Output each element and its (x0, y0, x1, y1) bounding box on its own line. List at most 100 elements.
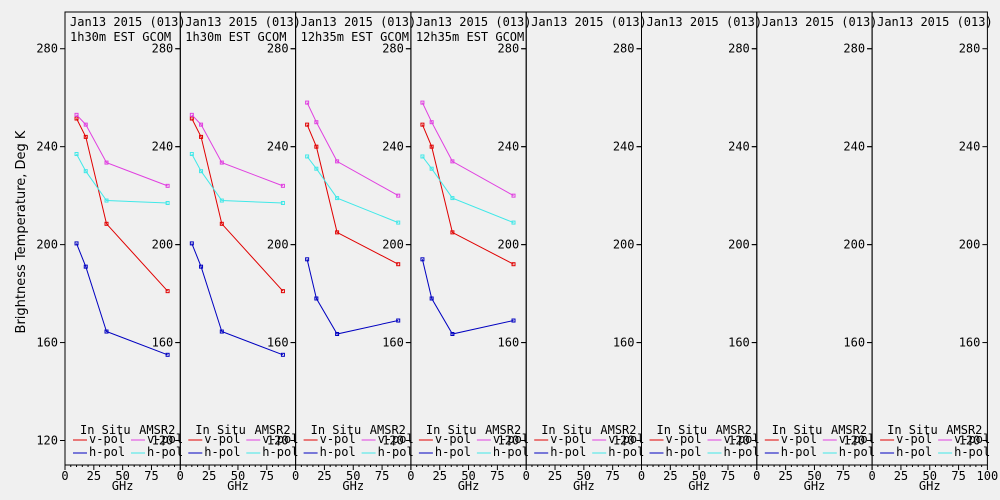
data-point-amsr2-v-pol (189, 112, 194, 117)
legend-header-amsr2: AMSR2 (485, 423, 521, 437)
y-tick-label: 160 (613, 336, 635, 350)
legend-label-amsr2: h-pol (147, 445, 183, 459)
legend-label-amsr2: v-pol (608, 432, 644, 446)
x-tick-label: 0 (407, 469, 414, 483)
y-tick-label: 280 (498, 42, 520, 56)
panel-title-line: 12h35m EST GCOM (416, 30, 524, 44)
legend-label-in-situ: v-pol (204, 432, 240, 446)
y-tick-label: 160 (728, 336, 750, 350)
legend-header-in-situ: In Situ (772, 423, 823, 437)
legend-label-amsr2: h-pol (839, 445, 875, 459)
panel-title-line: Jan13 2015 (013) (762, 15, 878, 29)
x-tick-label: 0 (177, 469, 184, 483)
legend-label-in-situ: v-pol (435, 432, 471, 446)
y-tick-label: 200 (498, 238, 520, 252)
y-tick-label: 240 (613, 140, 635, 154)
y-tick-label: 240 (843, 140, 865, 154)
x-tick-label: 25 (548, 469, 562, 483)
series-line-amsr2-h-pol (306, 156, 399, 224)
y-tick-label: 200 (267, 238, 289, 252)
data-point-amsr2-h-pol (104, 198, 109, 203)
data-point-in-situ-h-pol (165, 352, 170, 357)
data-point-in-situ-v-pol (429, 144, 434, 149)
legend-label-in-situ: h-pol (435, 445, 471, 459)
y-tick-label: 120 (498, 434, 520, 448)
legend-label-amsr2: v-pol (954, 432, 990, 446)
series-line-in-situ-v-pol (421, 124, 514, 265)
x-axis-label: GHz (573, 479, 595, 493)
data-point-amsr2-h-pol (396, 220, 401, 225)
x-tick-label: 50 (461, 469, 475, 483)
data-point-in-situ-v-pol (450, 230, 455, 235)
data-point-amsr2-h-pol (429, 166, 434, 171)
series-line-in-situ-v-pol (306, 124, 399, 265)
x-axis-label: GHz (458, 479, 480, 493)
x-tick-label: 75 (375, 469, 389, 483)
y-tick-label: 200 (728, 238, 750, 252)
legend-label-in-situ: h-pol (896, 445, 932, 459)
panel-title-line: Jan13 2015 (013) (70, 15, 186, 29)
x-tick-label: 75 (721, 469, 735, 483)
y-tick-label: 200 (382, 238, 404, 252)
data-point-in-situ-v-pol (280, 289, 285, 294)
x-tick-label: 25 (317, 469, 331, 483)
y-tick-label-left: 240 (36, 140, 58, 154)
data-point-amsr2-h-pol (74, 152, 79, 157)
legend-label-amsr2: v-pol (839, 432, 875, 446)
y-tick-label: 160 (152, 336, 174, 350)
x-axis-label: GHz (112, 479, 134, 493)
y-axis-label: Brightness Temperature, Deg K (14, 130, 29, 333)
legend-header-amsr2: AMSR2 (946, 423, 982, 437)
legend-header-in-situ: In Situ (541, 423, 592, 437)
x-tick-label: 25 (202, 469, 216, 483)
y-tick-label: 160 (498, 336, 520, 350)
data-point-in-situ-v-pol (74, 116, 79, 121)
y-tick-label: 160 (267, 336, 289, 350)
data-point-amsr2-v-pol (74, 112, 79, 117)
x-tick-label: 75 (490, 469, 504, 483)
data-point-in-situ-h-pol (450, 331, 455, 336)
x-tick-label: 75 (605, 469, 619, 483)
series-line-amsr2-h-pol (76, 153, 168, 204)
series-line-amsr2-v-pol (306, 102, 399, 197)
data-point-amsr2-v-pol (83, 122, 88, 127)
data-point-in-situ-h-pol (429, 296, 434, 301)
data-point-amsr2-v-pol (104, 160, 109, 165)
legend-label-amsr2: v-pol (147, 432, 183, 446)
y-tick-label-left: 120 (36, 434, 58, 448)
data-point-in-situ-h-pol (335, 331, 340, 336)
y-tick-label: 240 (152, 140, 174, 154)
data-point-in-situ-h-pol (511, 318, 516, 323)
data-point-amsr2-h-pol (335, 196, 340, 201)
x-tick-label: 50 (115, 469, 129, 483)
data-point-amsr2-h-pol (305, 154, 310, 159)
series-line-in-situ-h-pol (76, 243, 168, 356)
legend-header-amsr2: AMSR2 (831, 423, 867, 437)
data-point-in-situ-v-pol (305, 122, 310, 127)
legend-label-amsr2: v-pol (724, 432, 760, 446)
y-tick-label: 160 (382, 336, 404, 350)
data-point-in-situ-v-pol (189, 116, 194, 121)
legend-header-amsr2: AMSR2 (254, 423, 290, 437)
panel-5: Jan13 2015 (013) 120 160 200 240 280 0 25 50 75 GH… (521, 11, 647, 493)
data-point-amsr2-h-pol (165, 200, 170, 205)
x-axis-label: GHz (342, 479, 364, 493)
data-point-amsr2-v-pol (335, 159, 340, 164)
panel-7: Jan13 2015 (013) 120 160 200 240 280 0 25 50 75 GH… (751, 11, 878, 493)
y-tick-label: 120 (959, 434, 981, 448)
series-line-amsr2-v-pol (76, 114, 168, 187)
panel-title-line: Jan13 2015 (013) (416, 15, 532, 29)
x-tick-label: 25 (432, 469, 446, 483)
data-point-amsr2-h-pol (219, 198, 224, 203)
legend-label-in-situ: h-pol (550, 445, 586, 459)
y-tick-label-left: 200 (36, 238, 58, 252)
legend-header-amsr2: AMSR2 (716, 423, 752, 437)
y-tick-label: 240 (382, 140, 404, 154)
data-point-in-situ-v-pol (314, 144, 319, 149)
